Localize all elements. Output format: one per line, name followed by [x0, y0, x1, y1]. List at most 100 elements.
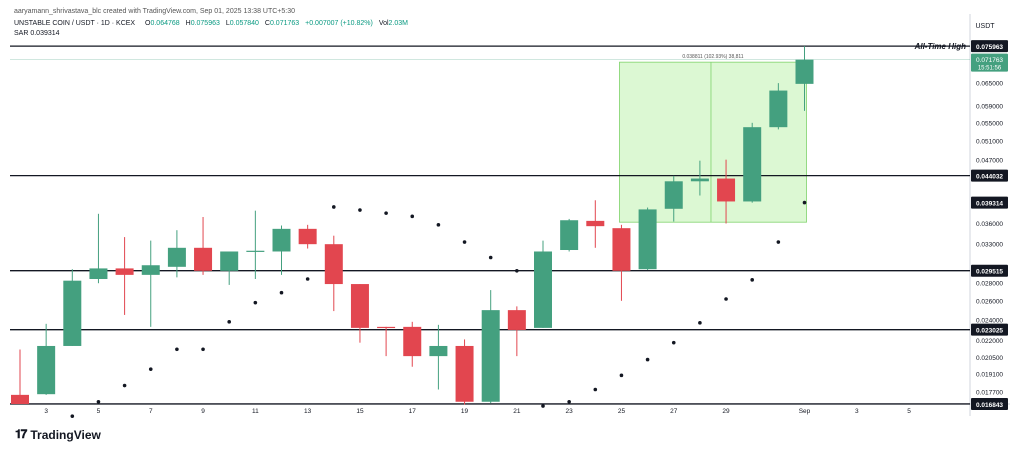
sar-dot [750, 278, 754, 282]
tradingview-mark-icon: 𝟏𝟕 [15, 427, 27, 441]
level-price-label: 0.044032 [976, 174, 1003, 181]
sar-dot [70, 414, 75, 418]
sar-dot [776, 240, 781, 244]
level-price-badge [971, 169, 1008, 182]
level-price-label: 0.075963 [976, 44, 1003, 51]
candle-up[interactable] [690, 178, 709, 182]
candle-down[interactable] [11, 394, 29, 404]
sar-dot [332, 205, 336, 209]
candle-down[interactable] [507, 310, 526, 330]
sar-dot [279, 290, 284, 295]
x-tick-label: 17 [409, 408, 417, 415]
candle-up[interactable] [89, 268, 108, 280]
tradingview-logo: 𝟏𝟕 TradingView [15, 427, 101, 442]
brand-name: TradingView [30, 427, 101, 442]
level-price-badge [971, 397, 1008, 410]
sar-dot [253, 300, 258, 305]
last-price-badge [971, 53, 1008, 72]
candle-down[interactable] [377, 326, 396, 329]
symbol-name[interactable]: UNSTABLE COIN / USDT · 1D · KCEX [14, 20, 136, 27]
sar-dot [305, 277, 310, 281]
sar-dot [96, 399, 101, 404]
candle-up[interactable] [795, 59, 814, 84]
sar-dot [436, 223, 441, 227]
x-tick-label: 3 [44, 408, 48, 415]
sar-dot [462, 240, 467, 244]
sar-dot [645, 357, 650, 362]
sar-price-badge [971, 196, 1008, 209]
level-price-badge [971, 40, 1008, 53]
y-tick-label: 0.033000 [976, 242, 1003, 249]
sar-dot [698, 321, 702, 325]
candle-down[interactable] [194, 247, 213, 271]
candle-up[interactable] [481, 310, 500, 402]
candle-up[interactable] [167, 247, 186, 267]
candle-down[interactable] [115, 268, 134, 275]
y-tick-label: 0.055000 [976, 120, 1003, 127]
sar-dot [488, 255, 493, 260]
y-tick-label: 0.065000 [976, 81, 1003, 88]
candle-up[interactable] [220, 251, 239, 271]
y-tick-label: 0.028000 [976, 281, 1003, 288]
candle-up[interactable] [37, 345, 56, 395]
sar-dot [724, 297, 728, 301]
candle-up[interactable] [769, 90, 788, 128]
candle-down[interactable] [403, 326, 422, 357]
x-tick-label: 21 [513, 408, 521, 415]
y-tick-label: 0.036000 [976, 221, 1003, 228]
open-value: O0.064768 [145, 20, 180, 27]
candle-up[interactable] [743, 127, 762, 202]
sar-indicator-label: SAR 0.039314 [14, 30, 60, 37]
volume-value: Vol2.03M [378, 20, 409, 27]
countdown-label: 15:51:56 [978, 66, 1002, 72]
sar-dot [410, 214, 415, 219]
level-price-badge [971, 323, 1008, 336]
x-tick-label: Sep [799, 408, 811, 415]
author-line: aaryamann_shrivastava_blc created with T… [14, 8, 296, 15]
last-price-label: 0.071763 [976, 57, 1003, 64]
x-tick-label: 15 [356, 408, 364, 415]
x-tick-label: 7 [149, 408, 153, 415]
x-tick-label: 13 [304, 408, 312, 415]
candle-down[interactable] [350, 284, 369, 328]
x-tick-label: 23 [566, 408, 574, 415]
candle-up[interactable] [664, 181, 683, 209]
candle-up[interactable] [429, 345, 448, 357]
change-value: +0.007007 (+10.82%) [305, 20, 373, 27]
sar-dot [619, 373, 624, 378]
y-tick-label: 0.026000 [976, 298, 1003, 305]
candle-up[interactable] [534, 251, 552, 328]
sar-dot [122, 383, 127, 388]
sar-dot [175, 347, 179, 352]
sar-dot [802, 200, 807, 205]
level-price-badge [971, 264, 1008, 277]
candle-up[interactable] [272, 228, 291, 252]
candle-up[interactable] [246, 250, 265, 252]
level-price-label: 0.029515 [976, 269, 1003, 276]
candle-up[interactable] [63, 280, 82, 346]
candle-down[interactable] [455, 345, 474, 402]
y-tick-label: 0.024000 [976, 317, 1003, 324]
candle-down[interactable] [324, 244, 343, 285]
candle-down[interactable] [298, 228, 317, 245]
candle-up[interactable] [638, 209, 657, 270]
level-price-label: 0.023025 [976, 328, 1003, 335]
candle-up[interactable] [141, 265, 160, 275]
sar-dot [515, 269, 519, 273]
y-tick-label: 0.019100 [976, 372, 1003, 379]
sar-dot [201, 347, 205, 352]
candle-down[interactable] [717, 178, 736, 202]
x-tick-label: 5 [907, 408, 911, 415]
level-price-label: 0.016843 [976, 402, 1003, 409]
candle-up[interactable] [560, 220, 579, 251]
candle-down[interactable] [586, 220, 605, 227]
measure-range-box[interactable] [619, 61, 807, 223]
sar-price-label: 0.039314 [976, 201, 1003, 208]
low-value: L0.057840 [225, 20, 259, 27]
sar-dot [593, 387, 598, 392]
y-tick-label: 0.020500 [976, 355, 1003, 362]
sar-dot [671, 340, 676, 345]
candle-down[interactable] [612, 228, 631, 271]
y-tick-label: 0.051000 [976, 138, 1003, 145]
